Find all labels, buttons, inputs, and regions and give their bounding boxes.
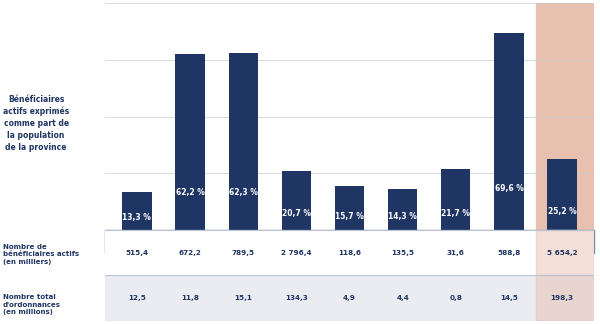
Bar — [536, 275, 594, 321]
Bar — [175, 54, 205, 230]
Text: 135,5: 135,5 — [391, 250, 414, 256]
Bar — [441, 168, 470, 230]
Text: Nombre total
d'ordonnances
(en millions): Nombre total d'ordonnances (en millions) — [3, 294, 61, 315]
Text: Total*: Total* — [550, 237, 575, 246]
Text: 12,5: 12,5 — [128, 295, 146, 301]
Text: 0,8: 0,8 — [449, 295, 462, 301]
Bar — [547, 159, 577, 230]
Text: SASK.: SASK. — [178, 237, 203, 246]
Text: 15,7 %: 15,7 % — [335, 212, 364, 221]
Bar — [536, 3, 594, 230]
Text: 4,4: 4,4 — [396, 295, 409, 301]
Text: 25,2 %: 25,2 % — [548, 207, 577, 216]
Text: MAN.: MAN. — [232, 237, 254, 246]
Text: 5 654,2: 5 654,2 — [547, 250, 577, 256]
Text: 118,6: 118,6 — [338, 250, 361, 256]
Bar — [536, 230, 594, 253]
Text: 13,3 %: 13,3 % — [122, 213, 151, 222]
Bar — [229, 53, 258, 230]
Text: 2 796,4: 2 796,4 — [281, 250, 311, 256]
Text: 14,3 %: 14,3 % — [388, 212, 417, 221]
Text: N.-É.: N.-É. — [392, 237, 413, 246]
Text: SSNA: SSNA — [497, 237, 520, 246]
Text: 515,4: 515,4 — [125, 250, 148, 256]
Text: N.-B.: N.-B. — [339, 237, 360, 246]
Text: 588,8: 588,8 — [497, 250, 521, 256]
Text: 11,8: 11,8 — [181, 295, 199, 301]
Text: 14,5: 14,5 — [500, 295, 518, 301]
Text: 62,3 %: 62,3 % — [229, 188, 257, 197]
Text: 69,6 %: 69,6 % — [494, 184, 523, 193]
Bar — [388, 190, 417, 230]
Text: 62,2 %: 62,2 % — [176, 188, 205, 197]
Text: 134,3: 134,3 — [285, 295, 308, 301]
Text: 31,6: 31,6 — [447, 250, 465, 256]
Text: 672,2: 672,2 — [179, 250, 202, 256]
Bar — [494, 33, 524, 230]
Bar — [282, 171, 311, 230]
Text: ALB.: ALB. — [127, 237, 146, 246]
Text: 789,5: 789,5 — [232, 250, 255, 256]
Text: Nombre de
bénéficiaires actifs
(en milliers): Nombre de bénéficiaires actifs (en milli… — [3, 244, 79, 265]
Bar — [335, 186, 364, 230]
Bar — [122, 192, 152, 230]
Text: Î.-P.-É.: Î.-P.-É. — [442, 237, 469, 246]
Bar — [105, 230, 594, 253]
Text: 4,9: 4,9 — [343, 295, 356, 301]
Text: 20,7 %: 20,7 % — [282, 209, 311, 218]
Text: ONT.: ONT. — [286, 237, 307, 246]
Text: 15,1: 15,1 — [234, 295, 252, 301]
Bar — [536, 230, 594, 275]
Text: Bénéficiaires
actifs exprimés
comme part de
la population
de la province: Bénéficiaires actifs exprimés comme part… — [3, 95, 69, 152]
Text: 198,3: 198,3 — [551, 295, 574, 301]
Text: 21,7 %: 21,7 % — [442, 209, 470, 217]
